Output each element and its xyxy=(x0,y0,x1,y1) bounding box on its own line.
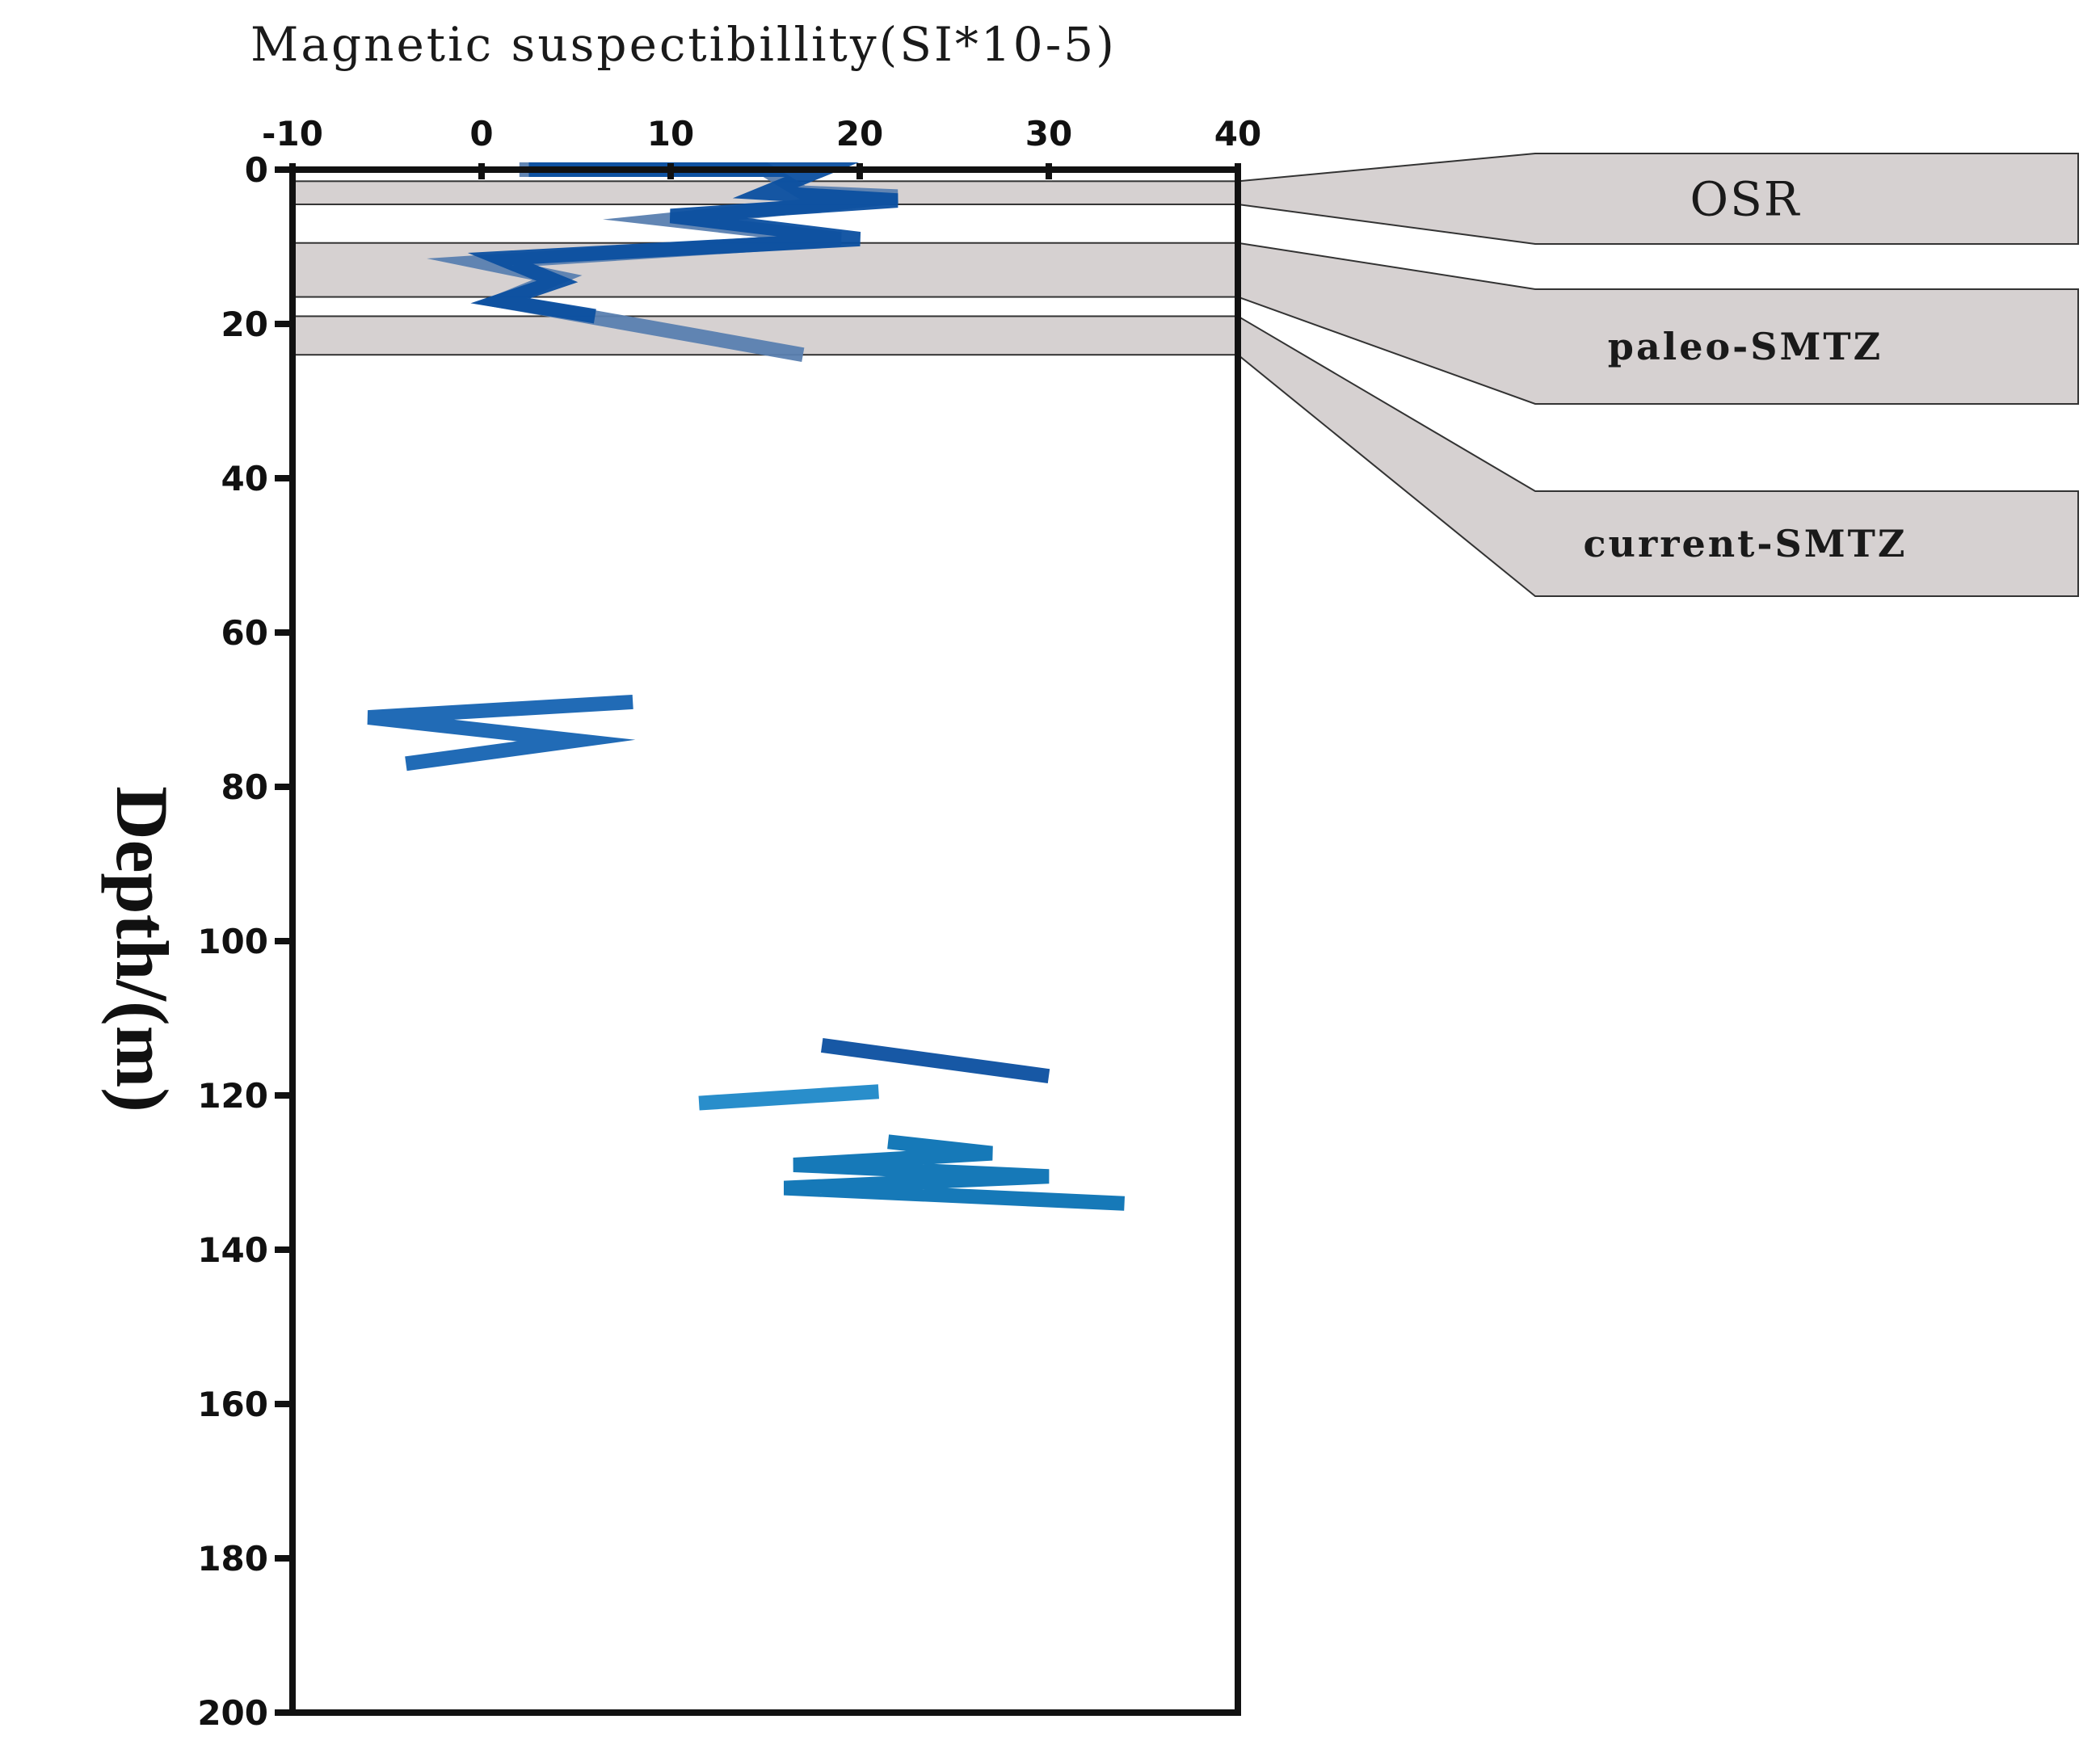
x-tick-label: 0 xyxy=(469,114,493,153)
series-line xyxy=(367,694,636,771)
x-axis-title: Magnetic suspectibillity(SI*10-5) xyxy=(250,17,1117,72)
zone-label: OSR xyxy=(1690,171,1801,226)
y-tick-label: 60 xyxy=(221,613,268,653)
x-axis: -10 0 10 20 30 40 xyxy=(262,114,1261,179)
y-tick-label: 140 xyxy=(197,1230,268,1270)
y-tick-label: 100 xyxy=(197,922,268,961)
zone-callout xyxy=(1237,242,2079,405)
x-tick-label: 30 xyxy=(1025,114,1072,153)
series-line xyxy=(698,1084,879,1111)
series-line xyxy=(783,1134,1126,1211)
y-tick-label: 120 xyxy=(197,1076,268,1116)
x-tick-label: 10 xyxy=(647,114,694,153)
y-tick-label: 160 xyxy=(197,1385,268,1424)
zones-layer: OSR paleo-SMTZ current-SMTZ xyxy=(292,153,2079,597)
y-axis: 0 20 40 60 80 100 120 140 160 180 200 xyxy=(197,150,292,1733)
y-tick-label: 80 xyxy=(221,767,268,807)
y-axis-title: Depth/(m) xyxy=(101,786,183,1112)
zone-callout xyxy=(1237,153,2079,245)
y-tick-label: 40 xyxy=(221,459,268,498)
y-tick-label: 200 xyxy=(197,1693,268,1733)
series-layer xyxy=(367,162,1126,1211)
zone-label: current-SMTZ xyxy=(1584,522,1908,565)
plot-frame xyxy=(289,166,1241,1716)
x-tick-label: 40 xyxy=(1214,114,1261,153)
x-tick-label: 20 xyxy=(836,114,883,153)
zone-band xyxy=(292,242,1239,298)
x-tick-label: -10 xyxy=(262,114,323,153)
zone-band xyxy=(292,315,1239,356)
y-tick-label: 180 xyxy=(197,1539,268,1579)
series-line xyxy=(820,1038,1050,1084)
zone-label: paleo-SMTZ xyxy=(1608,325,1883,368)
series-line xyxy=(467,162,898,324)
y-tick-label: 20 xyxy=(221,305,268,344)
y-tick-label: 0 xyxy=(245,150,268,190)
